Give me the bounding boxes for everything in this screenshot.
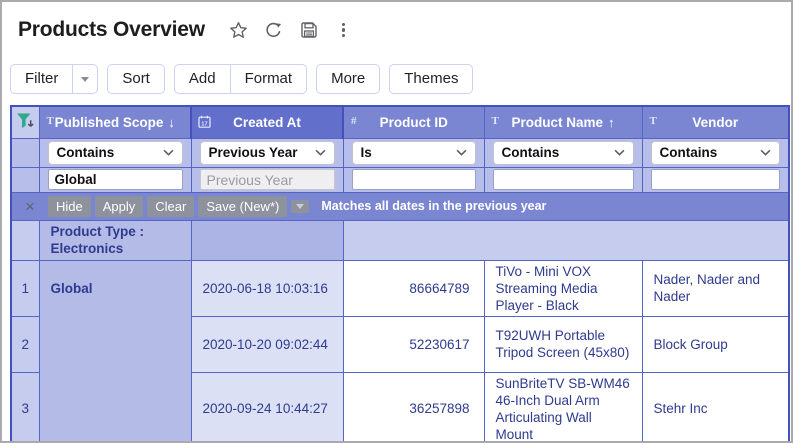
filter-input-product-id[interactable] [352,169,476,190]
condition-select-vendor[interactable]: Contains [651,141,781,165]
condition-value: Is [361,145,372,160]
chevron-down-icon [456,149,467,156]
themes-button[interactable]: Themes [389,64,473,94]
chevron-down-icon [315,149,326,156]
cell-created-at[interactable]: 2020-10-20 09:02:44 [191,316,343,372]
filter-status-message: Matches all dates in the previous year [321,199,546,213]
filter-input-published-scope[interactable] [48,169,183,190]
column-header-vendor[interactable]: T Vendor [642,106,789,138]
text-type-icon: T [492,115,499,127]
sort-asc-icon: ↑ [608,115,615,130]
condition-select-product-name[interactable]: Contains [493,141,634,165]
condition-value: Previous Year [209,145,298,160]
close-filter-icon[interactable]: × [12,198,48,215]
group-created-at-cell[interactable] [191,220,343,260]
column-header-created-at[interactable]: 17 Created At [191,106,343,138]
condition-value: Contains [502,145,560,160]
kebab-menu-icon[interactable] [334,20,354,40]
cell-product-name[interactable]: SunBriteTV SB-WM46 46-Inch Dual Arm Arti… [484,372,642,443]
filter-value-corner [11,167,39,192]
cell-product-id[interactable]: 86664789 [343,260,484,316]
sort-desc-icon: ↓ [168,115,175,130]
calendar-icon: 17 [198,115,211,131]
clear-button[interactable]: Clear [147,196,194,217]
filter-input-created-at[interactable] [200,169,335,190]
condition-select-product-id[interactable]: Is [352,141,476,165]
cell-product-id[interactable]: 36257898 [343,372,484,443]
filter-condition-corner [11,138,39,167]
toolbar: Filter Sort Add Format More Themes [10,64,791,94]
save-new-button[interactable]: Save (New*) [198,196,287,217]
hide-button[interactable]: Hide [48,196,91,217]
cell-created-at[interactable]: 2020-06-18 10:03:16 [191,260,343,316]
save-dropdown-caret[interactable] [291,200,309,213]
column-label: Published Scope [55,115,164,130]
filter-dropdown-caret[interactable] [72,65,97,93]
table-row: 1 Global 2020-06-18 10:03:16 86664789 Ti… [11,260,789,316]
title-actions [229,20,354,40]
filter-funnel-icon [15,112,36,129]
chevron-down-icon [81,77,89,82]
cell-product-id[interactable]: 52230617 [343,316,484,372]
column-label: Vendor [692,115,738,130]
condition-value: Contains [57,145,115,160]
chevron-down-icon [760,149,771,156]
page-title: Products Overview [18,18,205,42]
save-icon[interactable] [299,20,319,40]
products-grid: T Published Scope ↓ 17 Created At # Produ… [10,105,790,443]
row-number[interactable]: 3 [11,372,39,443]
filter-input-vendor[interactable] [651,169,781,190]
filter-action-row: × Hide Apply Clear Save (New*) Matches a… [11,192,789,220]
filter-value-row [11,167,789,192]
sort-button[interactable]: Sort [107,64,165,94]
text-type-icon: T [47,115,54,127]
filter-corner-cell[interactable] [11,106,39,138]
text-type-icon: T [650,115,657,127]
group-row-number-cell[interactable] [11,220,39,260]
group-row: Product Type : Electronics [11,220,789,260]
more-button[interactable]: More [316,64,380,94]
filter-split-button: Filter [10,64,98,94]
filter-button[interactable]: Filter [11,65,72,93]
column-header-published-scope[interactable]: T Published Scope ↓ [39,106,191,138]
number-type-icon: # [351,115,357,127]
filter-condition-row: Contains Previous Year Is Contains Conta… [11,138,789,167]
cell-vendor[interactable]: Block Group [642,316,789,372]
condition-select-created-at[interactable]: Previous Year [200,141,335,165]
format-button[interactable]: Format [230,65,307,93]
chevron-down-icon [614,149,625,156]
column-header-product-name[interactable]: T Product Name ↑ [484,106,642,138]
group-label[interactable]: Product Type : Electronics [39,220,191,260]
cell-vendor[interactable]: Nader, Nader and Nader [642,260,789,316]
star-icon[interactable] [229,20,249,40]
chevron-down-icon [163,149,174,156]
cell-published-scope[interactable]: Global [39,260,191,443]
cell-vendor[interactable]: Stehr Inc [642,372,789,443]
header-row: T Published Scope ↓ 17 Created At # Produ… [11,106,789,138]
condition-select-published-scope[interactable]: Contains [48,141,183,165]
chevron-down-icon [296,204,304,209]
row-number[interactable]: 1 [11,260,39,316]
filter-input-product-name[interactable] [493,169,634,190]
refresh-icon[interactable] [264,20,284,40]
column-header-product-id[interactable]: # Product ID [343,106,484,138]
add-button[interactable]: Add [175,65,230,93]
column-label: Product Name [511,115,603,130]
add-format-group: Add Format [174,64,307,94]
title-bar: Products Overview [2,2,791,45]
cell-created-at[interactable]: 2020-09-24 10:44:27 [191,372,343,443]
row-number[interactable]: 2 [11,316,39,372]
column-label: Created At [233,115,301,130]
column-label: Product ID [380,115,448,130]
app-window: Products Overview Filter Sort Add Format… [0,0,793,443]
condition-value: Contains [660,145,718,160]
cell-product-name[interactable]: TiVo - Mini VOX Streaming Media Player -… [484,260,642,316]
svg-text:17: 17 [201,121,207,127]
group-spacer-cell[interactable] [343,220,789,260]
cell-product-name[interactable]: T92UWH Portable Tripod Screen (45x80) [484,316,642,372]
apply-button[interactable]: Apply [95,196,144,217]
